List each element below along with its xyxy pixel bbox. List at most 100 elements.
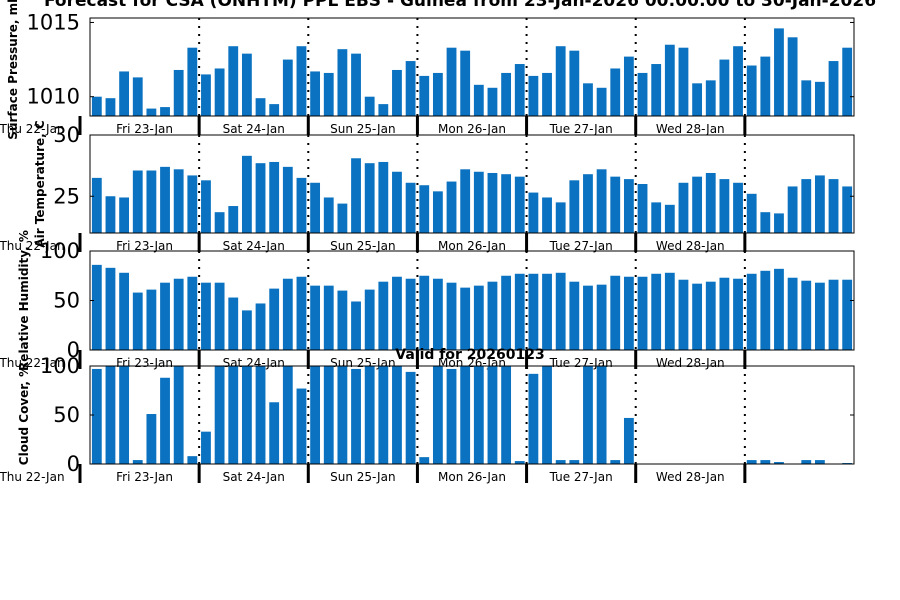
bar [296, 276, 307, 350]
bar [405, 278, 416, 350]
bar [596, 284, 607, 350]
bar [241, 310, 252, 350]
bar [528, 75, 539, 116]
bar [460, 287, 471, 350]
bar [542, 366, 552, 464]
bar [201, 282, 211, 350]
bar [105, 267, 116, 350]
bar [351, 53, 361, 116]
x-tick-label: Wed 28-Jan [656, 239, 725, 253]
plot-frame [89, 17, 855, 117]
bar [228, 46, 239, 116]
bar [173, 366, 184, 464]
bar [814, 81, 825, 116]
x-tick-label: Tue 27-Jan [549, 122, 613, 136]
bar [364, 289, 375, 350]
bar [214, 212, 225, 233]
bar [446, 282, 457, 350]
bar [201, 74, 211, 116]
bar [664, 204, 675, 233]
bar [91, 264, 102, 350]
bar [337, 203, 348, 233]
bar [623, 417, 634, 464]
x-tick-label: Thu 22-Jan [0, 356, 65, 370]
bar [419, 457, 430, 464]
bar [160, 107, 170, 116]
bar [255, 303, 266, 350]
y-tick-label: 50 [53, 403, 80, 427]
bar [392, 69, 402, 116]
bar [132, 292, 143, 350]
y-tick-label: 100 [40, 354, 80, 378]
bar [91, 368, 102, 464]
bar [555, 460, 566, 464]
x-tick-label: Mon 26-Jan [438, 239, 506, 253]
y-axis-label: Surface Pressure, mb [6, 0, 20, 140]
bar [733, 182, 743, 233]
bar [187, 456, 198, 464]
bar [241, 53, 252, 116]
bar [623, 276, 634, 350]
bar [105, 196, 116, 233]
bar [787, 186, 798, 233]
y-tick-label: 0 [67, 338, 80, 362]
bar [378, 104, 389, 116]
bar [378, 161, 389, 233]
bar [705, 172, 716, 233]
bar [705, 281, 716, 350]
bar [119, 197, 130, 233]
x-tick-label: Sat 24-Jan [223, 239, 285, 253]
x-tick-label: Thu 22-Jan [0, 239, 65, 253]
bar [583, 174, 593, 233]
bar [828, 179, 839, 233]
y-axis-label: Cloud Cover, % [17, 365, 31, 465]
bar [623, 56, 634, 116]
bar [801, 280, 812, 350]
bar [828, 61, 839, 116]
bar [801, 80, 812, 116]
bar [214, 282, 225, 350]
bar [514, 461, 525, 464]
bar [801, 460, 812, 464]
bar [610, 275, 621, 350]
bar [337, 49, 348, 116]
bar [214, 366, 225, 464]
bar [351, 301, 361, 350]
bar [514, 273, 525, 350]
bar [583, 285, 593, 350]
bar [173, 69, 184, 116]
bar [432, 72, 443, 116]
bar [460, 169, 471, 233]
bar [378, 366, 389, 464]
bar [637, 184, 648, 233]
y-tick-label: 0 [67, 452, 80, 476]
bar [501, 72, 512, 116]
bar [201, 180, 211, 233]
bar [692, 176, 703, 233]
y-axis-label: Relative Humidity, % [17, 230, 31, 371]
bar [296, 177, 307, 234]
bar [405, 61, 416, 116]
bar [473, 84, 484, 116]
bar [269, 288, 280, 350]
bar [132, 77, 143, 116]
x-tick-label: Thu 22-Jan [0, 470, 65, 484]
bar [419, 75, 430, 116]
x-tick-label: Sat 24-Jan [223, 122, 285, 136]
bar [473, 285, 484, 350]
bar [255, 366, 266, 464]
x-tick-label: Tue 27-Jan [549, 470, 613, 484]
bar [719, 59, 730, 116]
bar [555, 202, 566, 234]
bar [501, 366, 512, 464]
bar [596, 87, 607, 116]
bar [146, 289, 157, 350]
bar [774, 28, 784, 116]
bar [228, 366, 239, 464]
bar [392, 276, 402, 350]
bar [132, 460, 143, 464]
bar [351, 368, 361, 464]
bar [269, 104, 280, 116]
y-tick-label: 1015 [27, 10, 80, 34]
